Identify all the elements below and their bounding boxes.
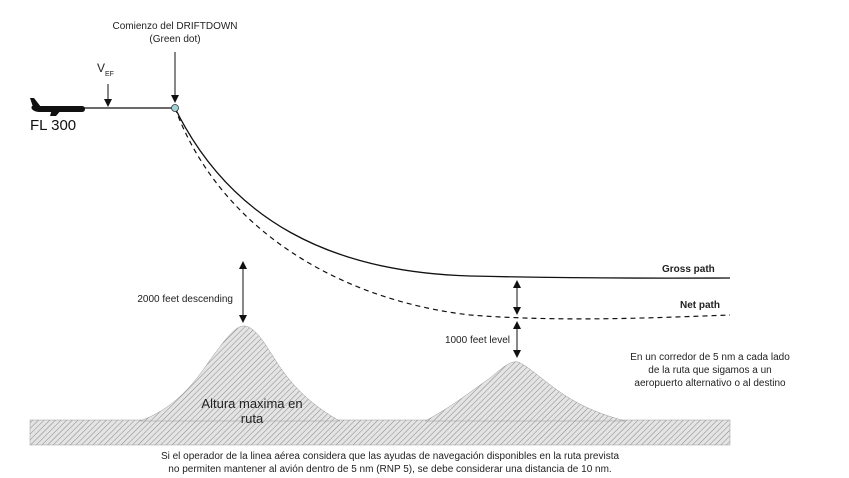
corridor-note: aeropuerto alternativo o al destino (634, 378, 786, 389)
airplane-icon (30, 98, 85, 116)
corridor-note: En un corredor de 5 nm a cada lado (630, 352, 790, 363)
margin-label: 2000 feet descending (137, 294, 233, 305)
net-path (174, 107, 731, 320)
caption: no permiten mantener al avión dentro de … (168, 464, 611, 475)
margin-label: 1000 feet level (445, 335, 510, 346)
net-label: Net path (680, 300, 720, 311)
start-label: Comienzo del DRIFTDOWN (112, 21, 237, 32)
terrain-label: ruta (241, 411, 264, 426)
level-label: FL 300 (30, 117, 76, 134)
gross-label: Gross path (662, 264, 715, 275)
vef-label: V (97, 61, 105, 75)
terrain-label: Altura maxima en (201, 396, 302, 411)
vef-subscript: EF (105, 71, 114, 78)
start-label: (Green dot) (149, 34, 200, 45)
corridor-note: de la ruta que sigamos a un (648, 365, 771, 376)
caption: Si el operador de la linea aérea conside… (161, 451, 620, 462)
green-dot (171, 104, 179, 112)
gross-path (174, 107, 731, 279)
terrain (29, 325, 731, 446)
